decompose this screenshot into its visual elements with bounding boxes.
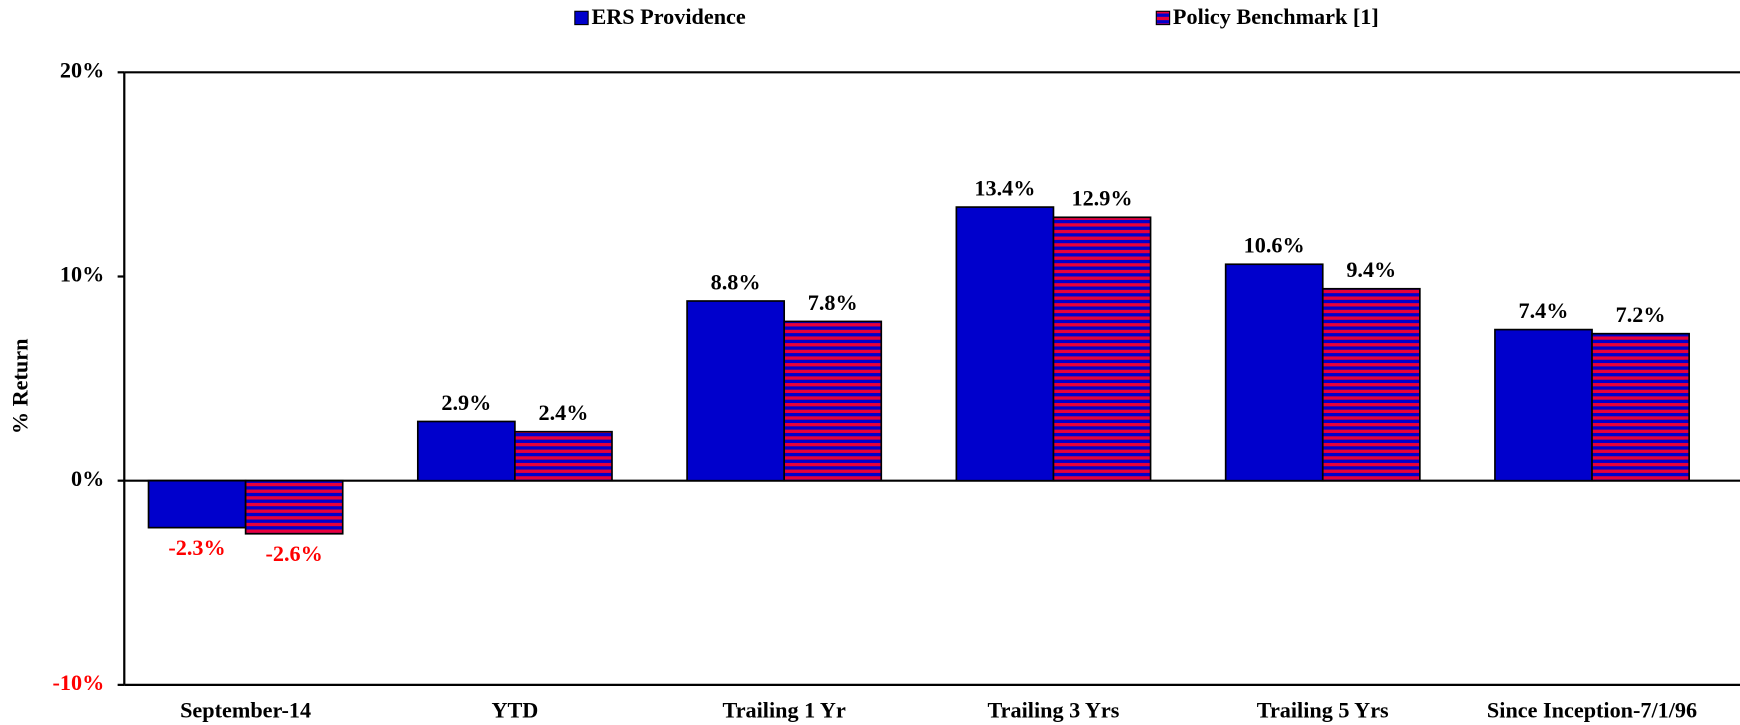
- x-tick-label: YTD: [491, 698, 538, 723]
- value-label: 12.9%: [1072, 186, 1133, 211]
- value-label: 2.9%: [441, 390, 491, 415]
- bar: [1321, 287, 1421, 482]
- x-tick-label: Trailing 1 Yr: [723, 698, 846, 723]
- value-label: 7.4%: [1519, 298, 1569, 323]
- bar: [783, 320, 883, 482]
- bar: [244, 479, 344, 535]
- value-label: 9.4%: [1346, 257, 1396, 282]
- bar: [955, 206, 1055, 482]
- x-tick-label: Trailing 3 Yrs: [988, 698, 1120, 723]
- bar: [686, 300, 786, 482]
- y-tick-label: 0%: [71, 466, 104, 491]
- x-tick-label: Since Inception-7/1/96: [1487, 698, 1697, 723]
- value-label: -2.6%: [266, 541, 323, 566]
- value-label: -2.3%: [168, 535, 225, 560]
- value-label: 13.4%: [974, 176, 1035, 201]
- value-label: 7.2%: [1616, 302, 1666, 327]
- legend-label: Policy Benchmark [1]: [1173, 4, 1379, 29]
- value-label: 7.8%: [808, 290, 858, 315]
- y-axis-title: % Return: [7, 339, 32, 435]
- bar: [1591, 332, 1690, 482]
- y-tick-label: -10%: [53, 670, 105, 695]
- value-label: 10.6%: [1244, 233, 1305, 258]
- legend-label: ERS Providence: [591, 4, 745, 29]
- value-label: 2.4%: [538, 400, 588, 425]
- value-label: 8.8%: [711, 269, 761, 294]
- bar: [1494, 328, 1593, 482]
- y-tick-label: 20%: [60, 57, 104, 82]
- x-tick-label: September-14: [180, 698, 311, 723]
- y-tick-label: 10%: [60, 262, 104, 287]
- bar: [1224, 263, 1324, 482]
- legend-swatch: [1155, 10, 1171, 26]
- bar: [514, 430, 613, 482]
- legend-swatch: [574, 10, 589, 26]
- bar: [416, 420, 516, 482]
- x-tick-label: Trailing 5 Yrs: [1257, 698, 1389, 723]
- bar: [147, 479, 247, 529]
- bar: [1052, 216, 1152, 482]
